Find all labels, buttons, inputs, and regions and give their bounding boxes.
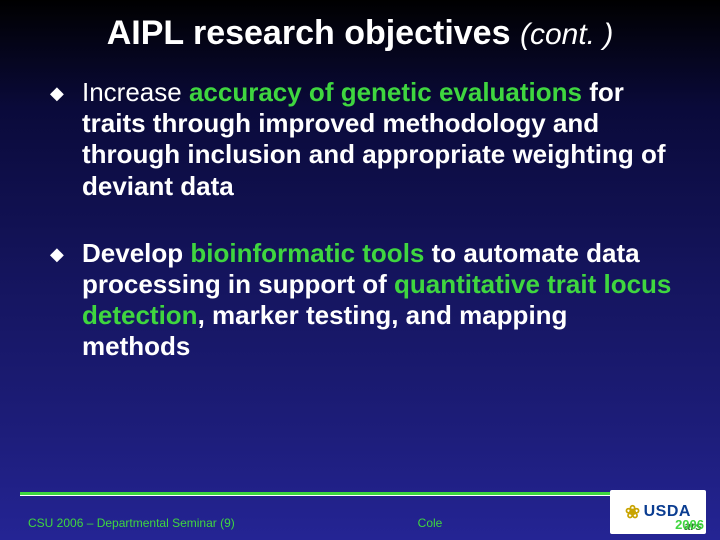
slide-content: Increase accuracy of genetic evaluations…	[0, 53, 720, 363]
bullet-text-pre: Develop	[82, 238, 190, 268]
bullet-highlight: accuracy of genetic evaluations	[189, 77, 582, 107]
title-main: AIPL research objectives	[107, 14, 511, 52]
slide-title: AIPL research objectives (cont. )	[0, 0, 720, 53]
title-cont: (cont. )	[520, 18, 613, 51]
footer-year: 2006	[675, 517, 704, 532]
slide-footer: CSU 2006 – Departmental Seminar (9) Cole…	[0, 480, 720, 540]
bullet-text-pre: Increase	[82, 77, 189, 107]
footer-rule	[20, 492, 700, 495]
bullet-item: Develop bioinformatic tools to automate …	[54, 238, 680, 363]
bullet-highlight: bioinformatic tools	[190, 238, 424, 268]
wheat-icon: ❀	[625, 503, 641, 521]
bullet-item: Increase accuracy of genetic evaluations…	[54, 77, 680, 202]
